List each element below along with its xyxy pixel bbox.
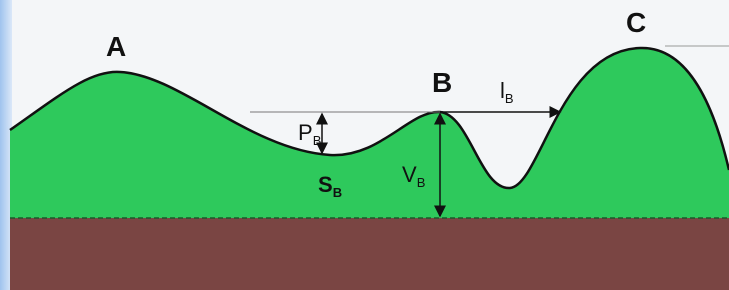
peak-label: C xyxy=(626,7,646,38)
peak-label: B xyxy=(432,67,452,98)
symbol: P xyxy=(298,120,313,145)
symbol: S xyxy=(318,172,333,197)
peak-label: A xyxy=(106,31,126,62)
page: A B C PB SB VB lB (() => { const data = … xyxy=(0,0,729,290)
subscript: B xyxy=(417,175,426,190)
subscript: B xyxy=(505,91,514,106)
ground xyxy=(10,218,729,290)
diagram: A B C PB SB VB lB xyxy=(0,0,729,290)
subscript: B xyxy=(333,185,342,200)
symbol: V xyxy=(402,162,417,187)
subscript: B xyxy=(313,133,322,148)
